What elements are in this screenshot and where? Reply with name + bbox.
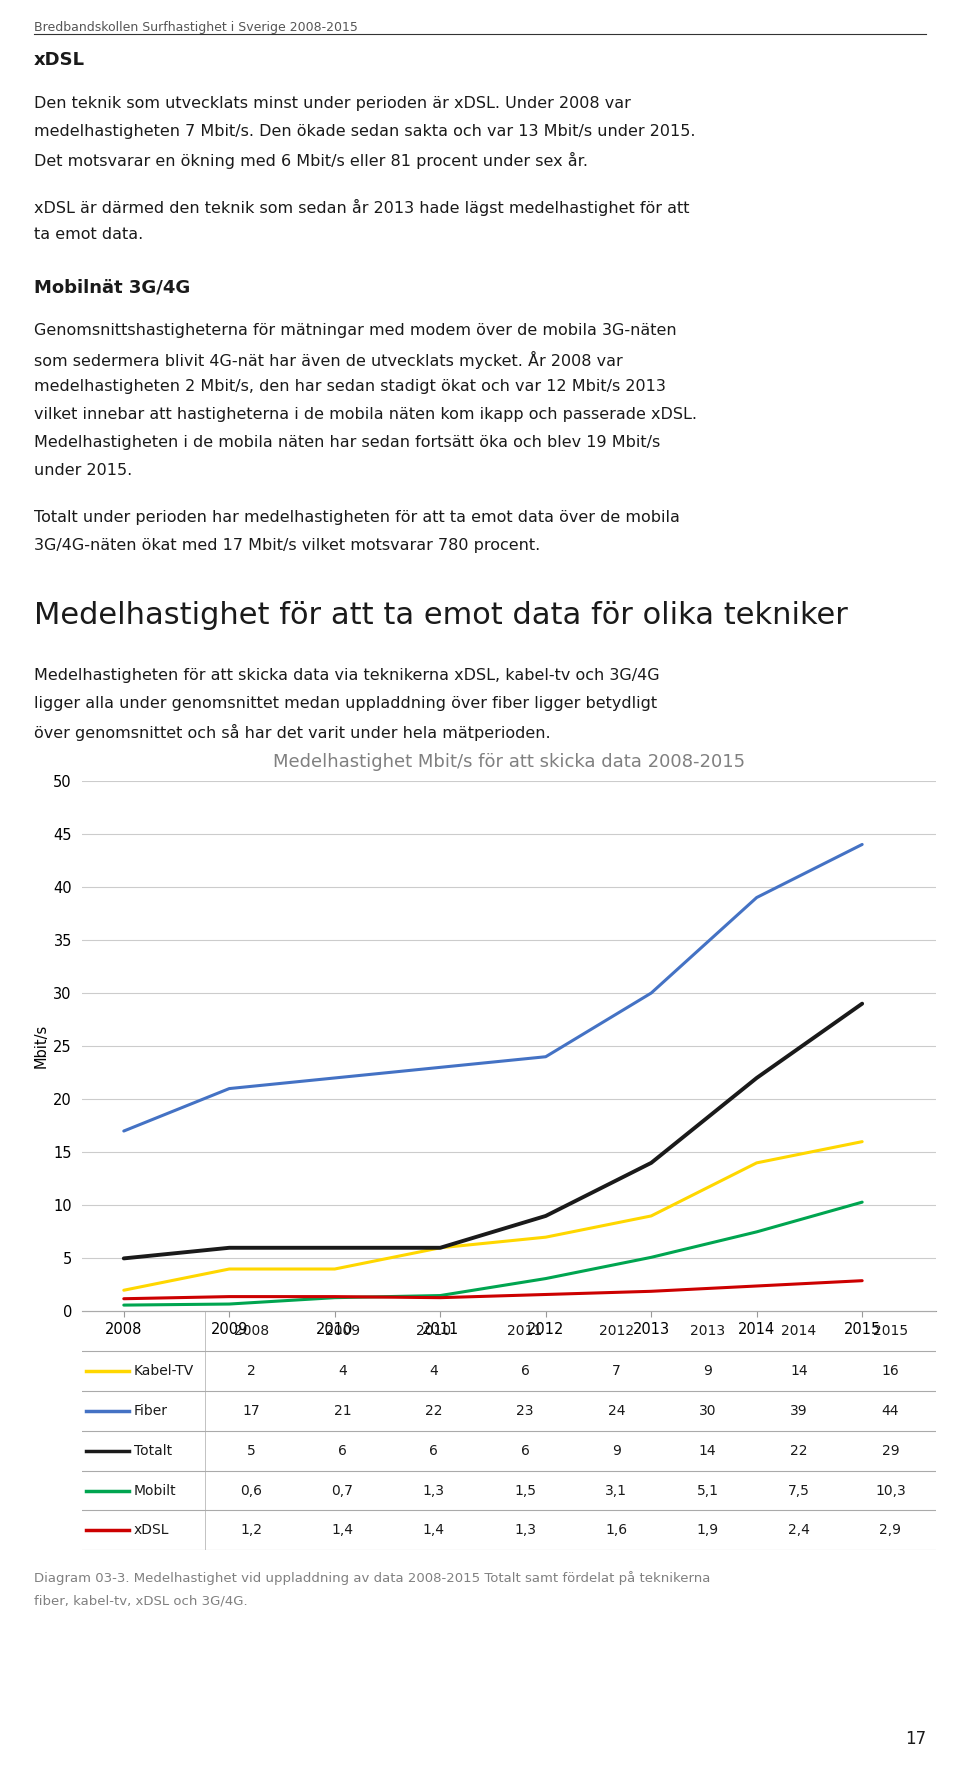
Text: ligger alla under genomsnittet medan uppladdning över fiber ligger betydligt: ligger alla under genomsnittet medan upp… — [34, 695, 657, 711]
Text: fiber, kabel-tv, xDSL och 3G/4G.: fiber, kabel-tv, xDSL och 3G/4G. — [34, 1594, 248, 1608]
Text: 6: 6 — [338, 1444, 347, 1458]
Text: 6: 6 — [520, 1364, 530, 1378]
Text: 1,4: 1,4 — [331, 1523, 353, 1537]
Title: Medelhastighet Mbit/s för att skicka data 2008-2015: Medelhastighet Mbit/s för att skicka dat… — [273, 754, 745, 771]
Text: 5: 5 — [247, 1444, 255, 1458]
Text: Fiber: Fiber — [133, 1405, 168, 1419]
Text: 22: 22 — [425, 1405, 443, 1419]
Text: 10,3: 10,3 — [875, 1484, 905, 1498]
Text: Den teknik som utvecklats minst under perioden är xDSL. Under 2008 var: Den teknik som utvecklats minst under pe… — [34, 96, 631, 111]
Text: 2,9: 2,9 — [879, 1523, 901, 1537]
Text: 17: 17 — [905, 1730, 926, 1748]
Text: medelhastigheten 2 Mbit/s, den har sedan stadigt ökat och var 12 Mbit/s 2013: medelhastigheten 2 Mbit/s, den har sedan… — [34, 379, 665, 394]
Text: 14: 14 — [790, 1364, 808, 1378]
Text: ta emot data.: ta emot data. — [34, 226, 143, 242]
Text: 4: 4 — [338, 1364, 347, 1378]
Text: som sedermera blivit 4G-nät har även de utvecklats mycket. År 2008 var: som sedermera blivit 4G-nät har även de … — [34, 350, 622, 370]
Text: 2009: 2009 — [324, 1325, 360, 1339]
Text: 22: 22 — [790, 1444, 807, 1458]
Text: 16: 16 — [881, 1364, 900, 1378]
Text: xDSL: xDSL — [34, 51, 84, 69]
Text: 9: 9 — [612, 1444, 621, 1458]
Text: 6: 6 — [429, 1444, 438, 1458]
Text: Medelhastigheten för att skicka data via teknikerna xDSL, kabel-tv och 3G/4G: Medelhastigheten för att skicka data via… — [34, 667, 660, 683]
Text: 2013: 2013 — [690, 1325, 725, 1339]
Text: 1,2: 1,2 — [240, 1523, 262, 1537]
Text: 1,6: 1,6 — [606, 1523, 628, 1537]
Text: Genomsnittshastigheterna för mätningar med modem över de mobila 3G-näten: Genomsnittshastigheterna för mätningar m… — [34, 324, 676, 338]
Text: 23: 23 — [516, 1405, 534, 1419]
Text: 2008: 2008 — [233, 1325, 269, 1339]
Text: Totalt under perioden har medelhastigheten för att ta emot data över de mobila: Totalt under perioden har medelhastighet… — [34, 509, 680, 525]
Text: 39: 39 — [790, 1405, 808, 1419]
Text: under 2015.: under 2015. — [34, 463, 132, 478]
Text: Diagram 03-3. Medelhastighet vid uppladdning av data 2008-2015 Totalt samt förde: Diagram 03-3. Medelhastighet vid uppladd… — [34, 1571, 710, 1585]
Y-axis label: Mbit/s: Mbit/s — [34, 1024, 49, 1068]
Text: 17: 17 — [242, 1405, 260, 1419]
Text: 1,9: 1,9 — [697, 1523, 719, 1537]
Text: över genomsnittet och så har det varit under hela mätperioden.: över genomsnittet och så har det varit u… — [34, 724, 550, 741]
Text: 3,1: 3,1 — [606, 1484, 628, 1498]
Text: xDSL: xDSL — [133, 1523, 169, 1537]
Text: 9: 9 — [704, 1364, 712, 1378]
Text: vilket innebar att hastigheterna i de mobila näten kom ikapp och passerade xDSL.: vilket innebar att hastigheterna i de mo… — [34, 407, 697, 421]
Text: Medelhastigheten i de mobila näten har sedan fortsätt öka och blev 19 Mbit/s: Medelhastigheten i de mobila näten har s… — [34, 435, 660, 449]
Text: Mobilt: Mobilt — [133, 1484, 177, 1498]
Text: 2012: 2012 — [599, 1325, 634, 1339]
Text: 7,5: 7,5 — [788, 1484, 810, 1498]
Text: Det motsvarar en ökning med 6 Mbit/s eller 81 procent under sex år.: Det motsvarar en ökning med 6 Mbit/s ell… — [34, 152, 588, 168]
Text: 1,3: 1,3 — [515, 1523, 536, 1537]
Text: 2015: 2015 — [873, 1325, 908, 1339]
Text: 24: 24 — [608, 1405, 625, 1419]
Text: 21: 21 — [334, 1405, 351, 1419]
Text: 2014: 2014 — [781, 1325, 817, 1339]
Text: xDSL är därmed den teknik som sedan år 2013 hade lägst medelhastighet för att: xDSL är därmed den teknik som sedan år 2… — [34, 200, 689, 216]
Text: Medelhastighet för att ta emot data för olika tekniker: Medelhastighet för att ta emot data för … — [34, 600, 848, 630]
Text: 44: 44 — [881, 1405, 900, 1419]
Text: Mobilnät 3G/4G: Mobilnät 3G/4G — [34, 278, 190, 295]
Text: 7: 7 — [612, 1364, 621, 1378]
Text: 4: 4 — [429, 1364, 438, 1378]
Text: 1,5: 1,5 — [515, 1484, 536, 1498]
Text: 2: 2 — [247, 1364, 255, 1378]
Text: 1,3: 1,3 — [422, 1484, 444, 1498]
Text: 29: 29 — [881, 1444, 900, 1458]
Text: 2011: 2011 — [508, 1325, 542, 1339]
Text: 1,4: 1,4 — [422, 1523, 444, 1537]
Text: 0,6: 0,6 — [240, 1484, 262, 1498]
Text: Totalt: Totalt — [133, 1444, 172, 1458]
Text: Kabel-TV: Kabel-TV — [133, 1364, 194, 1378]
Text: 6: 6 — [520, 1444, 530, 1458]
Text: 30: 30 — [699, 1405, 716, 1419]
Text: 14: 14 — [699, 1444, 716, 1458]
Text: 2,4: 2,4 — [788, 1523, 810, 1537]
Text: 5,1: 5,1 — [697, 1484, 719, 1498]
Text: 2010: 2010 — [417, 1325, 451, 1339]
Text: 0,7: 0,7 — [331, 1484, 353, 1498]
Text: medelhastigheten 7 Mbit/s. Den ökade sedan sakta och var 13 Mbit/s under 2015.: medelhastigheten 7 Mbit/s. Den ökade sed… — [34, 124, 695, 140]
Text: Bredbandskollen Surfhastighet i Sverige 2008-2015: Bredbandskollen Surfhastighet i Sverige … — [34, 21, 357, 34]
Text: 3G/4G-näten ökat med 17 Mbit/s vilket motsvarar 780 procent.: 3G/4G-näten ökat med 17 Mbit/s vilket mo… — [34, 538, 540, 554]
